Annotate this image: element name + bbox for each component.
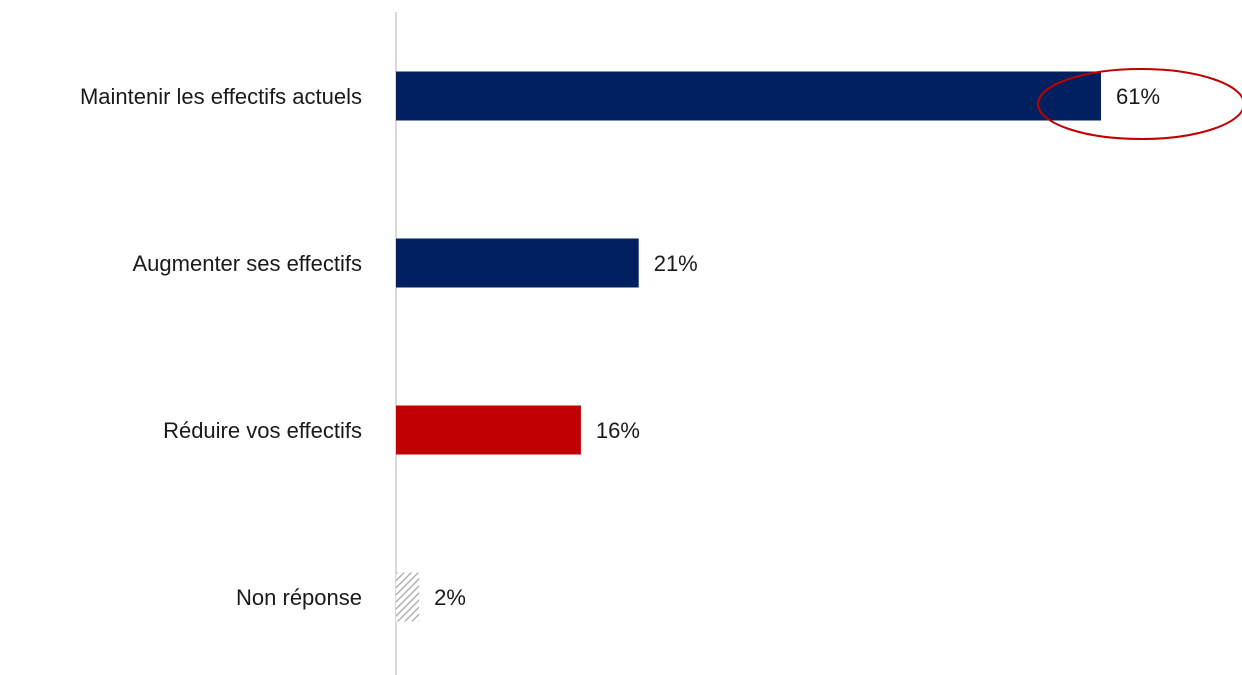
value-label: 21% (654, 251, 698, 276)
category-label: Maintenir les effectifs actuels (80, 84, 362, 109)
category-label: Augmenter ses effectifs (133, 251, 363, 276)
bar (396, 572, 420, 622)
value-label: 16% (596, 418, 640, 443)
bar (396, 405, 581, 455)
bar (396, 238, 639, 288)
bar (396, 71, 1101, 121)
value-label: 61% (1116, 84, 1160, 109)
value-label: 2% (434, 585, 466, 610)
category-label: Non réponse (236, 585, 362, 610)
highlight-ellipse (1037, 68, 1242, 140)
category-label: Réduire vos effectifs (163, 418, 362, 443)
